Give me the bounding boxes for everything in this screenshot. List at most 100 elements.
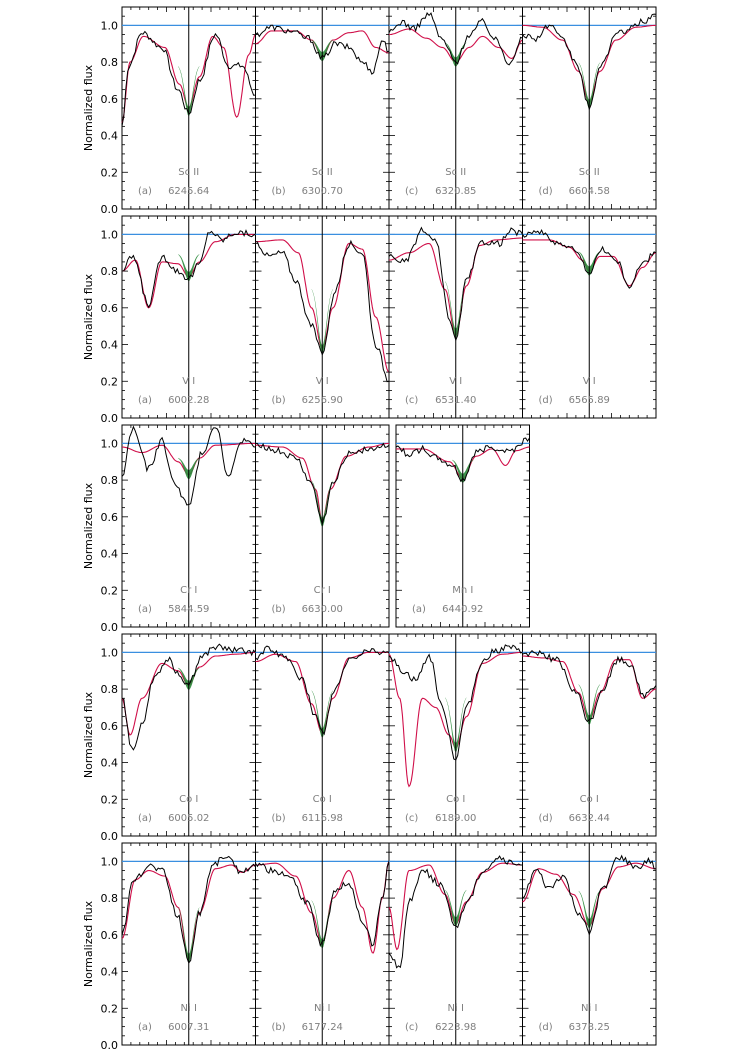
element-label: Ni I bbox=[314, 1003, 330, 1014]
wavelength-label: 6604.58 bbox=[569, 186, 610, 197]
wavelength-label: 6245.64 bbox=[168, 186, 209, 197]
element-label: Cr I bbox=[180, 585, 197, 596]
panel-letter: (c) bbox=[405, 1022, 418, 1033]
panel-coi-6632-44: Co I (d) 6632.44 bbox=[522, 633, 657, 837]
panel-scii-6604-58: Sc II (d) 6604.58 bbox=[522, 6, 657, 210]
uncertainty-band bbox=[178, 457, 200, 480]
y-tick-label: 1.0 bbox=[101, 228, 119, 241]
panel-nii-6378-25: Ni I (d) 6378.25 bbox=[522, 842, 657, 1046]
wavelength-label: 6378.25 bbox=[569, 1022, 610, 1033]
panel-coi-6116-98: Co I (b) 6116.98 bbox=[255, 633, 390, 837]
wavelength-label: 6002.28 bbox=[168, 395, 209, 406]
panel-letter: (d) bbox=[539, 813, 553, 824]
element-label: Sc II bbox=[312, 167, 333, 178]
y-tick-label: 0.4 bbox=[101, 130, 119, 143]
panel-coi-6005-02: 0.0 0.2 0.4 0.6 0.8 1.0 Co I (a) 6005.02 bbox=[101, 633, 256, 843]
y-tick-label: 0.8 bbox=[101, 474, 119, 487]
panel-vi-6002-28: 0.0 0.2 0.4 0.6 0.8 1.0 V I (a) 6002.28 bbox=[101, 215, 256, 425]
panel-cri-6630-00: Cr I (b) 6630.00 bbox=[255, 424, 390, 628]
panel-letter: (b) bbox=[272, 395, 286, 406]
uncertainty-band bbox=[311, 39, 333, 62]
y-tick-label: 0.4 bbox=[101, 339, 119, 352]
panel-letter: (d) bbox=[539, 395, 553, 406]
y-tick-label: 0.4 bbox=[101, 966, 119, 979]
wavelength-label: 6630.00 bbox=[302, 604, 343, 615]
y-tick-label: 0.6 bbox=[101, 511, 119, 524]
y-tick-label: 0.0 bbox=[101, 830, 119, 843]
panel-vi-6256-90: V I (b) 6256.90 bbox=[255, 215, 390, 419]
y-tick-label: 0.4 bbox=[101, 548, 119, 561]
panel-scii-6320-85: Sc II (c) 6320.85 bbox=[388, 6, 523, 210]
y-tick-label: 0.8 bbox=[101, 683, 119, 696]
wavelength-label: 6632.44 bbox=[569, 813, 610, 824]
y-tick-label: 0.6 bbox=[101, 720, 119, 733]
element-label: Cr I bbox=[314, 585, 331, 596]
y-tick-label: 1.0 bbox=[101, 437, 119, 450]
y-tick-label: 1.0 bbox=[101, 646, 119, 659]
y-tick-label: 0.0 bbox=[101, 412, 119, 425]
y-tick-label: 1.0 bbox=[101, 19, 119, 32]
uncertainty-band bbox=[311, 288, 333, 355]
uncertainty-band bbox=[178, 907, 200, 964]
element-label: Ni I bbox=[581, 1003, 597, 1014]
y-tick-label: 0.2 bbox=[101, 584, 119, 597]
panel-letter: (d) bbox=[539, 186, 553, 197]
wavelength-label: 6223.98 bbox=[435, 1022, 476, 1033]
panel-letter: (c) bbox=[405, 813, 418, 824]
y-axis-label: Normalized flux bbox=[82, 691, 95, 778]
panel-letter: (b) bbox=[272, 1022, 286, 1033]
wavelength-label: 6300.70 bbox=[302, 186, 343, 197]
element-label: Co I bbox=[313, 794, 332, 805]
element-label: Sc II bbox=[579, 167, 600, 178]
wavelength-label: 6007.31 bbox=[168, 1022, 209, 1033]
wavelength-label: 6531.40 bbox=[435, 395, 476, 406]
wavelength-label: 6320.85 bbox=[435, 186, 476, 197]
panel-coi-6189-00: Co I (c) 6189.00 bbox=[388, 633, 523, 837]
y-axis-label: Normalized flux bbox=[82, 900, 95, 987]
element-label: Co I bbox=[580, 794, 599, 805]
y-tick-label: 0.0 bbox=[101, 203, 119, 216]
panel-letter: (a) bbox=[412, 604, 426, 615]
panel-letter: (a) bbox=[138, 186, 152, 197]
panel-scii-6245-64: 0.0 0.2 0.4 0.6 0.8 1.0 Sc II (a) 6245.64 bbox=[101, 6, 256, 216]
y-axis-label: Normalized flux bbox=[82, 64, 95, 151]
panel-scii-6300-70: Sc II (b) 6300.70 bbox=[255, 6, 390, 210]
wavelength-label: 6256.90 bbox=[302, 395, 343, 406]
element-label: Ni I bbox=[448, 1003, 464, 1014]
panel-nii-6223-98: Ni I (c) 6223.98 bbox=[388, 842, 523, 1046]
panel-letter: (b) bbox=[272, 813, 286, 824]
element-label: V I bbox=[316, 376, 329, 387]
y-tick-label: 0.2 bbox=[101, 1002, 119, 1015]
element-label: Sc II bbox=[445, 167, 466, 178]
y-tick-label: 0.0 bbox=[101, 621, 119, 634]
panel-letter: (a) bbox=[138, 813, 152, 824]
uncertainty-band bbox=[445, 697, 467, 753]
y-tick-label: 0.8 bbox=[101, 265, 119, 278]
y-tick-label: 0.4 bbox=[101, 757, 119, 770]
element-label: V I bbox=[182, 376, 195, 387]
panel-letter: (b) bbox=[272, 186, 286, 197]
panel-letter: (d) bbox=[539, 1022, 553, 1033]
panel-vi-6565-89: V I (d) 6565.89 bbox=[522, 215, 657, 419]
element-label: Ni I bbox=[181, 1003, 197, 1014]
element-label: Sc II bbox=[178, 167, 199, 178]
panel-letter: (c) bbox=[405, 186, 418, 197]
uncertainty-band bbox=[311, 690, 333, 738]
y-tick-label: 0.2 bbox=[101, 166, 119, 179]
element-label: V I bbox=[449, 376, 462, 387]
panel-letter: (b) bbox=[272, 604, 286, 615]
wavelength-label: 6440.92 bbox=[442, 604, 483, 615]
y-tick-label: 0.8 bbox=[101, 892, 119, 905]
panel-letter: (a) bbox=[138, 395, 152, 406]
element-label: Mn I bbox=[452, 585, 473, 596]
wavelength-label: 6177.24 bbox=[302, 1022, 343, 1033]
y-tick-label: 0.2 bbox=[101, 793, 119, 806]
y-tick-label: 0.0 bbox=[101, 1039, 119, 1052]
y-tick-label: 0.6 bbox=[101, 93, 119, 106]
y-tick-label: 0.6 bbox=[101, 929, 119, 942]
panel-cri-5844-59: 0.0 0.2 0.4 0.6 0.8 1.0 Cr I (a) 5844.59 bbox=[101, 424, 256, 634]
element-label: V I bbox=[583, 376, 596, 387]
wavelength-label: 6189.00 bbox=[435, 813, 476, 824]
